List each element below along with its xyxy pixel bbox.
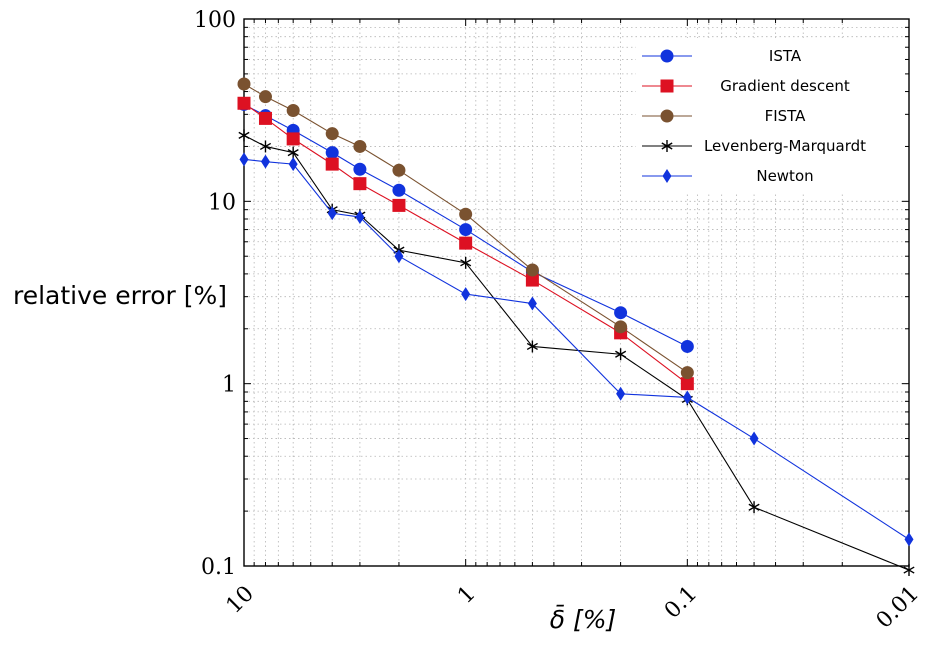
series-line-ista <box>243 103 688 347</box>
data-point-newton <box>682 390 692 405</box>
data-point-ista <box>614 306 628 320</box>
data-point-levenberg-marquardt <box>259 140 272 153</box>
data-point-levenberg-marquardt <box>903 564 915 576</box>
y-tick-label: 1 <box>222 373 236 398</box>
legend-label: Levenberg-Marquardt <box>704 137 866 155</box>
series-newton <box>239 152 914 547</box>
data-point-gradient-descent <box>286 132 300 146</box>
y-tick-label: 0.1 <box>201 555 236 580</box>
legend-marker <box>660 49 674 63</box>
data-point-fista <box>459 207 473 221</box>
data-point-levenberg-marquardt <box>526 340 538 353</box>
data-point-gradient-descent <box>392 198 406 212</box>
series-fista <box>237 77 694 380</box>
series-line-levenberg-marquardt <box>243 134 910 571</box>
series-line-newton <box>243 158 910 540</box>
data-point-ista <box>353 162 367 176</box>
data-point-newton <box>394 249 404 264</box>
data-point-levenberg-marquardt <box>748 501 760 514</box>
data-point-fista <box>325 127 339 141</box>
y-tick-label: 100 <box>194 8 236 33</box>
data-point-levenberg-marquardt <box>460 256 472 269</box>
data-point-newton <box>904 532 914 547</box>
data-point-ista <box>325 146 339 160</box>
data-point-fista <box>258 90 272 104</box>
x-axis-title: δ̄ [%] <box>550 604 617 634</box>
data-point-fista <box>237 77 251 91</box>
legend: ISTA Gradient descent FISTA Levenberg-Marqu… <box>636 38 904 194</box>
legend-item-gradient-descent: Gradient descent <box>642 77 850 95</box>
y-tick-label: 10 <box>208 190 236 215</box>
series-line-gradient-descent <box>243 102 688 385</box>
legend-label: Gradient descent <box>720 77 850 95</box>
data-point-newton <box>327 206 337 221</box>
legend-marker <box>661 140 673 152</box>
data-point-ista <box>459 223 473 237</box>
x-tick-label: 1 <box>453 581 481 609</box>
data-point-gradient-descent <box>353 177 367 191</box>
data-point-ista <box>392 183 406 197</box>
legend-marker <box>660 109 674 123</box>
data-point-gradient-descent <box>325 157 339 171</box>
plot-frame <box>243 18 910 567</box>
data-point-gradient-descent <box>525 273 539 287</box>
data-point-newton <box>288 157 298 172</box>
data-point-fista <box>286 103 300 117</box>
data-point-newton <box>527 296 537 311</box>
legend-item-ista: ISTA <box>642 47 802 65</box>
series-line-fista <box>243 83 688 374</box>
data-point-ista <box>680 339 694 353</box>
axis-ticks <box>244 19 910 567</box>
y-tick-labels: 0.1 1 10 100 <box>194 8 236 580</box>
data-point-newton <box>355 210 365 225</box>
data-point-gradient-descent <box>237 96 251 110</box>
data-point-fista <box>392 163 406 177</box>
data-point-newton <box>616 386 626 401</box>
legend-item-fista: FISTA <box>642 107 806 125</box>
data-point-levenberg-marquardt <box>615 348 627 361</box>
legend-item-newton: Newton <box>642 167 814 185</box>
legend-label: ISTA <box>769 47 802 65</box>
data-point-levenberg-marquardt <box>287 146 299 159</box>
data-point-fista <box>353 139 367 153</box>
series-levenberg-marquardt <box>238 129 915 576</box>
y-axis-title: relative error [%] <box>13 281 227 310</box>
series-gradient-descent <box>237 96 694 391</box>
data-point-newton <box>461 287 471 302</box>
data-point-newton <box>749 431 759 446</box>
legend-label: Newton <box>756 167 813 185</box>
legend-marker <box>662 169 672 183</box>
data-point-gradient-descent <box>258 111 272 125</box>
data-point-fista <box>680 366 694 380</box>
data-point-fista <box>614 320 628 334</box>
data-point-gradient-descent <box>680 377 694 391</box>
legend-label: FISTA <box>765 107 807 125</box>
data-point-newton <box>239 152 249 167</box>
data-point-levenberg-marquardt <box>238 129 250 142</box>
data-point-newton <box>260 154 270 169</box>
x-tick-label: 0.1 <box>660 581 702 623</box>
legend-item-levenberg-marquardt: Levenberg-Marquardt <box>642 137 866 155</box>
series-layer <box>237 77 915 576</box>
data-point-fista <box>525 263 539 277</box>
legend-marker <box>660 79 674 93</box>
data-point-gradient-descent <box>459 236 473 250</box>
x-tick-label: 0.01 <box>872 581 924 633</box>
x-tick-label: 10 <box>222 581 259 618</box>
